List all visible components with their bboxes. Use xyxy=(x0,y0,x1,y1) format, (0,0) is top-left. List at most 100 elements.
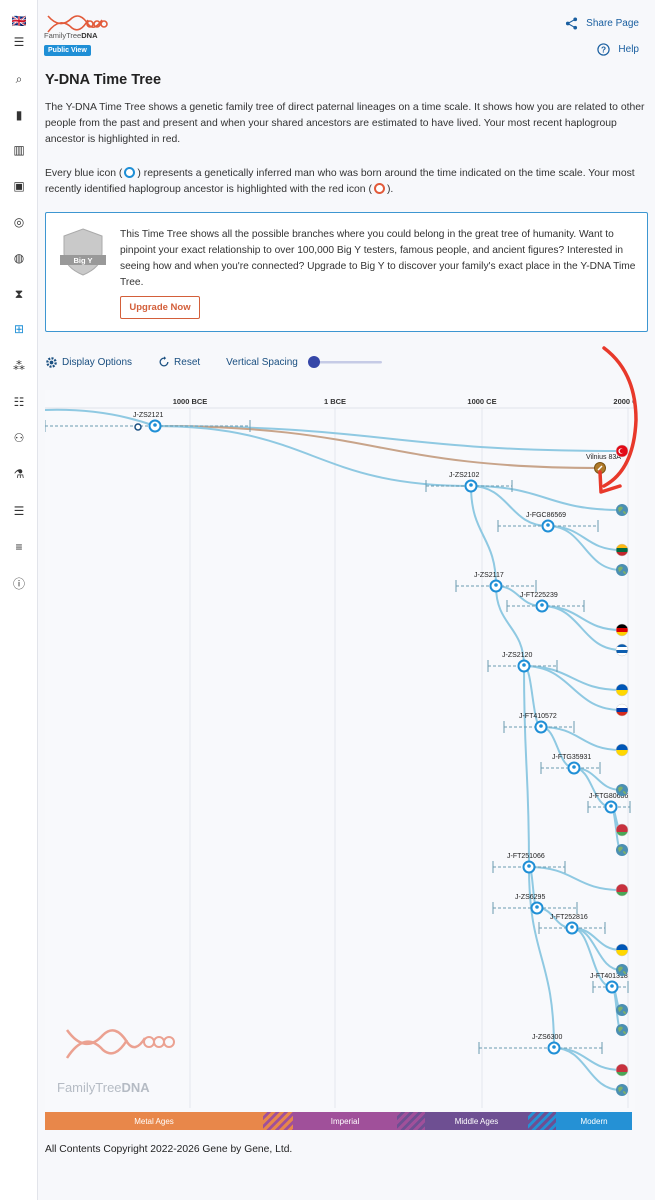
haplogroup-node[interactable]: J-FGC86569 xyxy=(526,512,566,533)
globe-search-icon[interactable]: ◍ xyxy=(13,251,25,265)
flag-ukraine-icon[interactable] xyxy=(615,743,629,757)
flag-greece-icon[interactable] xyxy=(615,643,629,657)
flag-belarus-icon[interactable] xyxy=(615,823,629,837)
list-icon[interactable]: ☷ xyxy=(13,395,25,409)
globe-icon[interactable] xyxy=(616,564,628,576)
globe-icon[interactable] xyxy=(616,964,628,976)
branch-line xyxy=(45,408,156,427)
help-button[interactable]: ? Help xyxy=(597,43,639,56)
page-title: Y-DNA Time Tree xyxy=(45,72,162,88)
legend-paragraph: Every blue icon () represents a genetica… xyxy=(45,166,645,198)
globe-icon[interactable] xyxy=(616,1084,628,1096)
copyright-text: All Contents Copyright 2022-2026 Gene by… xyxy=(45,1144,293,1155)
haplogroup-node[interactable]: J-ZS2117 xyxy=(474,572,504,593)
map-icon[interactable]: ▥ xyxy=(13,143,25,157)
book-icon[interactable]: ▮ xyxy=(15,108,23,122)
group-icon[interactable]: ⁂ xyxy=(13,359,25,373)
branch-line xyxy=(571,927,622,971)
node-label: J-FGC86569 xyxy=(526,512,566,519)
globe-icon[interactable] xyxy=(616,1024,628,1036)
flag-lithuania-icon[interactable] xyxy=(615,543,629,557)
era-modern: Modern xyxy=(556,1112,632,1130)
flag-ukraine-icon[interactable] xyxy=(615,683,629,697)
red-node-icon xyxy=(373,183,385,194)
search-icon[interactable]: ⌕ xyxy=(15,71,23,86)
svg-text:FamilyTreeDNA: FamilyTreeDNA xyxy=(57,1080,150,1095)
flag-turkey-icon[interactable] xyxy=(615,444,629,458)
branch-line xyxy=(547,525,622,571)
contact-card-icon[interactable]: ▣ xyxy=(13,179,25,193)
branch-line xyxy=(470,485,497,587)
branch-line xyxy=(470,485,622,511)
compass-icon[interactable]: ◎ xyxy=(13,215,25,229)
haplogroup-node[interactable]: J-ZS2102 xyxy=(449,472,479,493)
globe-icon[interactable] xyxy=(616,1004,628,1016)
era-transition xyxy=(263,1112,293,1130)
microscope-icon[interactable]: ⚗ xyxy=(13,467,25,481)
flag-russia-icon[interactable] xyxy=(615,703,629,717)
branch-line xyxy=(154,425,622,452)
big-y-promo: Big Y This Time Tree shows all the possi… xyxy=(45,212,648,332)
menu-icon[interactable]: ☰ xyxy=(13,35,25,49)
blue-node-icon xyxy=(124,167,136,178)
familytreedna-watermark: FamilyTreeDNA xyxy=(57,1029,175,1095)
haplogroup-node[interactable]: J-FT410572 xyxy=(519,713,557,734)
haplogroup-node[interactable]: J-FT401318 xyxy=(590,973,628,994)
people-icon[interactable]: ⚇ xyxy=(13,431,25,445)
familytreedna-logo[interactable] xyxy=(44,10,114,44)
node-label: J-FT410572 xyxy=(519,713,557,720)
help-icon: ? xyxy=(597,43,611,56)
share-icon xyxy=(566,17,578,30)
flag-germany-icon[interactable] xyxy=(615,623,629,637)
haplogroup-node[interactable]: J-ZS2120 xyxy=(502,652,532,673)
node-label: J-ZS6300 xyxy=(532,1034,562,1041)
time-tree-chart[interactable]: 1000 BCE 1 BCE 1000 CE 2000 CE J-ZS2121 J-ZS2… xyxy=(45,390,635,1110)
flag-belarus-icon[interactable] xyxy=(615,883,629,897)
promo-text: This Time Tree shows all the possible br… xyxy=(120,229,636,288)
haplogroup-node[interactable]: J-ZS2121 xyxy=(133,412,163,433)
help-label: Help xyxy=(618,44,639,55)
share-page-button[interactable]: Share Page xyxy=(565,17,639,30)
haplogroup-node[interactable]: J-FT225239 xyxy=(520,592,558,613)
globe-icon[interactable] xyxy=(616,844,628,856)
hourglass-icon[interactable]: ⧗ xyxy=(14,286,24,301)
branch-line xyxy=(495,585,525,667)
node-label: J-ZS2102 xyxy=(449,472,479,479)
tree-icon[interactable]: ⊞ xyxy=(13,322,25,336)
branch-line xyxy=(523,665,622,711)
haplogroup-node[interactable]: J-ZS6300 xyxy=(532,1034,562,1055)
tick-label: 2000 CE xyxy=(613,397,635,406)
flag-uk-icon[interactable]: 🇬🇧 xyxy=(11,14,27,28)
display-options-button[interactable]: Display Options xyxy=(45,356,132,369)
haplogroup-node[interactable]: J-FTG80686 xyxy=(589,793,628,814)
tick-label: 1000 BCE xyxy=(173,397,208,406)
haplogroup-node[interactable]: J-FTG35931 xyxy=(552,754,591,775)
info-icon[interactable]: ⓘ xyxy=(12,576,25,591)
node-label: J-ZS2120 xyxy=(502,652,532,659)
flag-ukraine-icon[interactable] xyxy=(615,943,629,957)
branch-line xyxy=(528,866,555,1049)
list-search-icon[interactable]: ☰ xyxy=(13,504,25,518)
reset-label: Reset xyxy=(174,356,201,368)
range-marker xyxy=(134,423,142,431)
haplogroup-node[interactable]: J-ZS6295 xyxy=(515,894,545,915)
align-icon[interactable]: ≡ xyxy=(15,540,23,554)
haplogroup-node[interactable]: J-FT252816 xyxy=(550,914,588,935)
vertical-spacing-slider[interactable] xyxy=(306,354,386,370)
display-options-label: Display Options xyxy=(62,356,133,368)
upgrade-now-button[interactable]: Upgrade Now xyxy=(120,296,200,319)
node-label: J-FT225239 xyxy=(520,592,558,599)
era-middle-ages: Middle Ages xyxy=(425,1112,528,1130)
node-label: J-ZS2121 xyxy=(133,412,163,419)
globe-icon[interactable] xyxy=(616,504,628,516)
tick-label: 1 BCE xyxy=(324,397,346,406)
tick-label: 1000 CE xyxy=(467,397,496,406)
globe-icon[interactable] xyxy=(616,784,628,796)
haplogroup-node[interactable]: J-FT251066 xyxy=(507,853,545,874)
reset-button[interactable]: Reset xyxy=(158,356,200,368)
flag-belarus-icon[interactable] xyxy=(615,1063,629,1077)
legend-text-a: Every blue icon ( xyxy=(45,168,123,179)
branch-line xyxy=(523,665,530,868)
intro-paragraph: The Y-DNA Time Tree shows a genetic fami… xyxy=(45,102,645,145)
logo-text: FamilyTreeDNA xyxy=(44,31,98,40)
